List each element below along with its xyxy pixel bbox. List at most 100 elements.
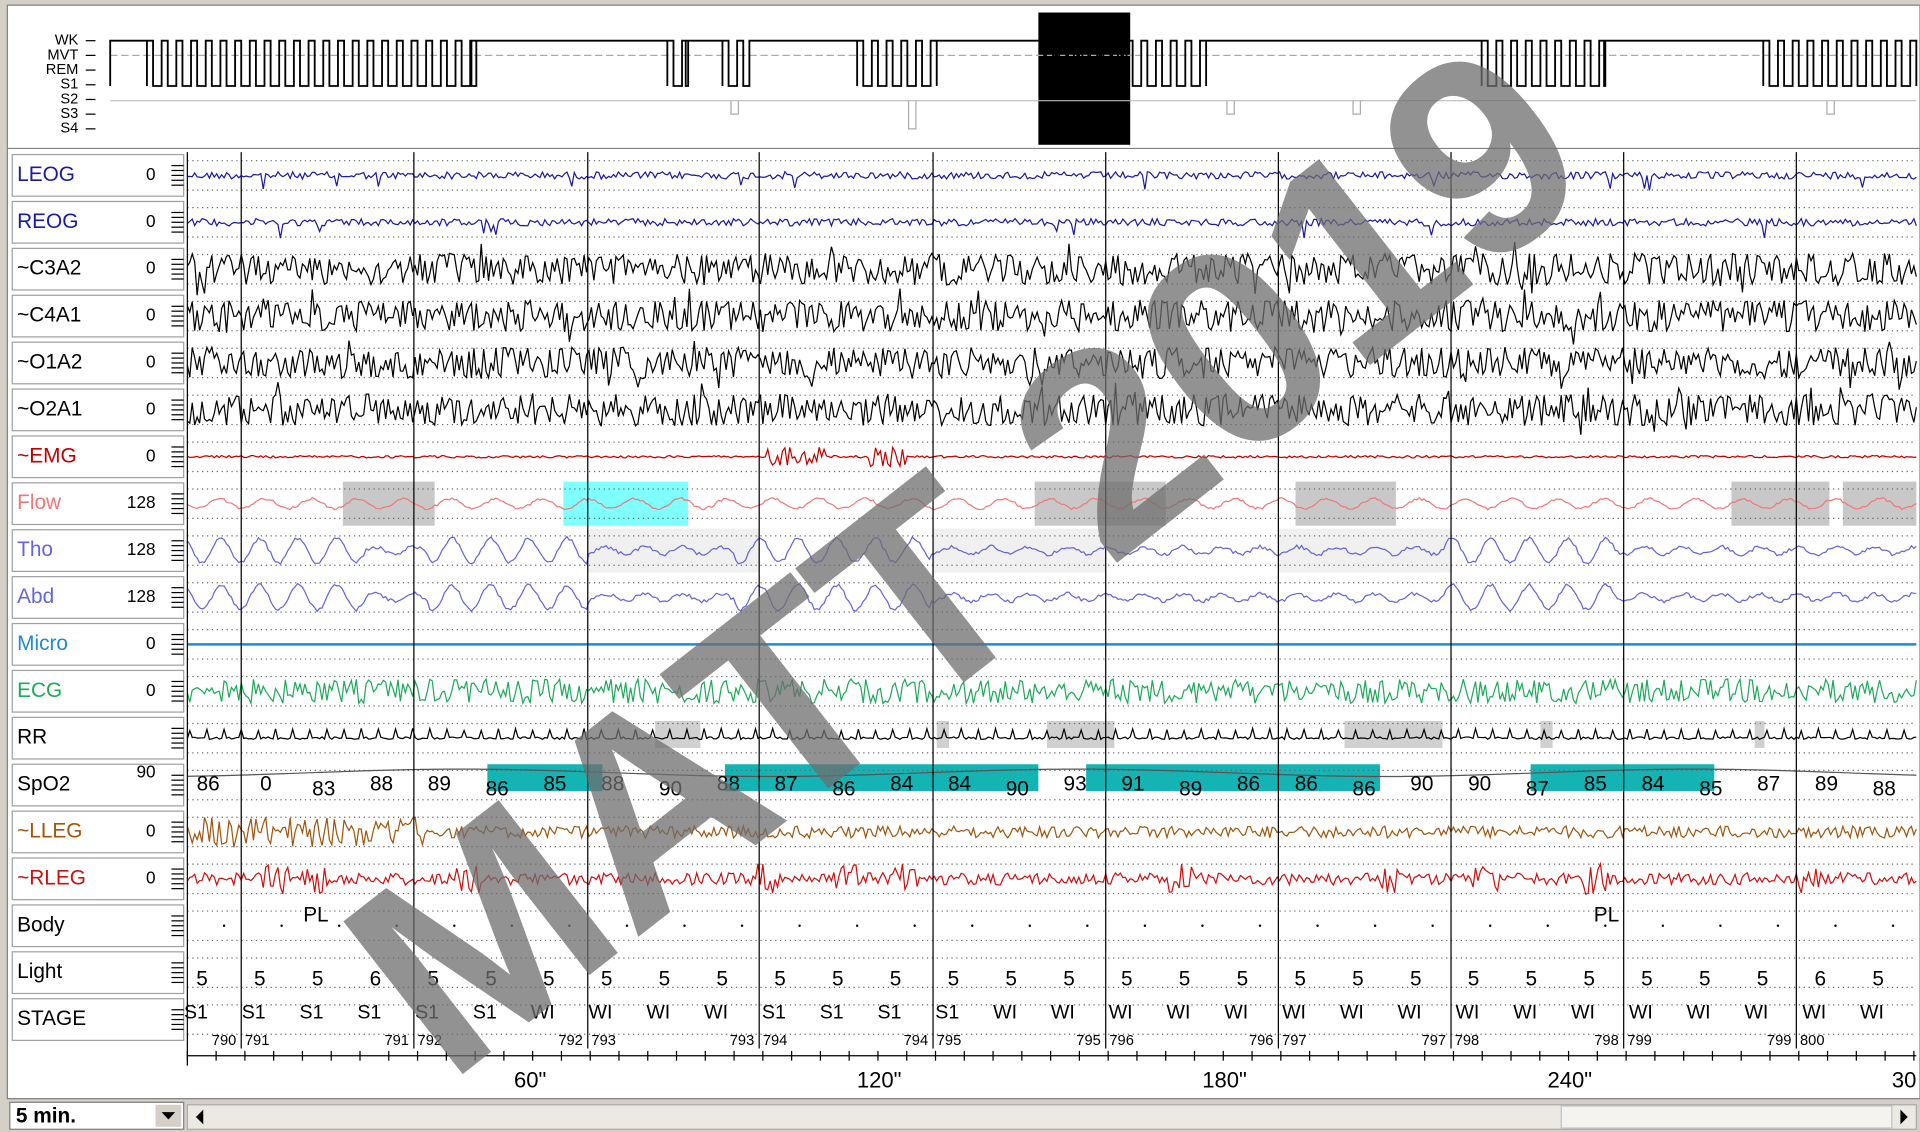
channel-label-box (11, 716, 185, 760)
spo2-value: 90 (659, 777, 682, 800)
channel-scale: 0 (146, 258, 156, 278)
channel-scale: 0 (146, 211, 156, 231)
stage-label: WI (1340, 1002, 1364, 1024)
spo2-value: 87 (775, 773, 798, 796)
channel-label-box (11, 388, 185, 432)
spo2-value: 87 (1757, 773, 1780, 796)
light-value: 5 (254, 968, 266, 991)
channel-label: SpO2 (17, 773, 70, 796)
epoch-number: 797 (1422, 1033, 1447, 1049)
epoch-number: 796 (1249, 1033, 1274, 1049)
body-dot (855, 924, 859, 927)
epoch-number: 791 (245, 1033, 270, 1049)
channel-label: Micro (17, 632, 68, 655)
waveform (186, 288, 1917, 345)
light-value: 5 (1583, 968, 1595, 991)
stage-label: WI (589, 1002, 613, 1024)
stage-label: WI (1629, 1002, 1653, 1024)
channel-scale: 0 (146, 352, 156, 372)
waveform (187, 768, 1917, 778)
channel-label: ~C4A1 (17, 304, 81, 327)
channel-label-box (11, 951, 185, 995)
channel-label: STAGE (17, 1007, 86, 1030)
hypno-label: WK (55, 33, 79, 49)
body-dot (1719, 924, 1722, 927)
channel-label: Flow (17, 491, 62, 514)
body-dot (280, 924, 283, 927)
body-dot (798, 924, 801, 927)
channel-label-box (11, 341, 185, 385)
hypno-label: S2 (60, 91, 78, 107)
body-dot (971, 924, 974, 927)
spo2-value: 88 (717, 773, 740, 796)
stage-label: S1 (877, 1002, 901, 1024)
spo2-value: 84 (948, 773, 971, 796)
body-dot (913, 924, 916, 927)
event-mark (342, 481, 435, 526)
light-value: 6 (370, 968, 382, 991)
channel-label: Tho (17, 538, 53, 561)
light-value: 5 (1468, 968, 1480, 991)
light-value: 5 (1063, 968, 1075, 991)
event-mark (1731, 481, 1830, 526)
spo2-value: 87 (1526, 777, 1549, 800)
event-mark (1842, 481, 1917, 526)
hypnogram-trace (109, 39, 1918, 87)
waveform (186, 216, 1917, 239)
scroll-thumb[interactable] (1560, 1105, 1893, 1129)
spo2-value: 93 (1064, 773, 1087, 796)
waveform (186, 535, 1917, 566)
rr-mark (1344, 721, 1443, 748)
light-value: 5 (1237, 968, 1249, 991)
scroll-left[interactable] (195, 1109, 204, 1125)
light-value: 5 (1294, 968, 1306, 991)
hypno-label: S3 (60, 106, 78, 122)
stage-label: S1 (762, 1002, 786, 1024)
hypno-dip (1226, 100, 1235, 115)
spo2-value: 86 (1295, 773, 1318, 796)
spo2-value: 85 (1584, 773, 1607, 796)
epoch-number: 798 (1594, 1033, 1619, 1049)
channel-label: Light (17, 960, 62, 983)
stage-label: WI (1051, 1002, 1075, 1024)
epoch-number: 794 (904, 1033, 929, 1049)
rr-mark (1540, 721, 1553, 748)
spo2-value: 85 (1699, 777, 1722, 800)
body-dot (510, 924, 514, 927)
body-dot (1201, 924, 1204, 927)
body-dot (1028, 924, 1032, 927)
light-value: 5 (196, 968, 208, 991)
epoch-number: 798 (1455, 1033, 1480, 1049)
body-dot (1661, 924, 1665, 927)
light-value: 5 (1872, 968, 1884, 991)
zoom-label: 5 min. (16, 1105, 76, 1128)
epoch-number: 796 (1109, 1033, 1134, 1049)
stage-label: WI (704, 1002, 728, 1024)
channel-label-box (11, 482, 185, 526)
stage-label: WI (1802, 1002, 1826, 1024)
hypno-label: MVT (47, 47, 78, 63)
zoom-select[interactable] (9, 1101, 185, 1130)
scroll-right[interactable] (1900, 1109, 1908, 1125)
stage-label: WI (1166, 1002, 1190, 1024)
waveform (187, 170, 1917, 191)
spo2-value: 86 (197, 773, 220, 796)
spo2-value: 86 (1353, 777, 1376, 800)
channel-label: ECG (17, 679, 62, 702)
hypno-label: S1 (60, 77, 78, 93)
epoch-number: 791 (384, 1033, 409, 1049)
channel-scale: 128 (127, 492, 156, 512)
time-label: 240" (1547, 1067, 1592, 1092)
channel-label: LEOG (17, 163, 75, 186)
channel-label: ~O2A1 (17, 397, 82, 420)
body-dot (337, 924, 341, 927)
hypno-dip (730, 100, 739, 115)
rr-mark (1754, 721, 1765, 748)
light-value: 5 (485, 968, 497, 991)
time-label: 180" (1202, 1067, 1247, 1092)
channel-label: ~O1A2 (17, 350, 82, 373)
channel-label-box (11, 857, 185, 901)
epoch-number: 792 (558, 1033, 583, 1049)
body-dot (395, 924, 398, 927)
